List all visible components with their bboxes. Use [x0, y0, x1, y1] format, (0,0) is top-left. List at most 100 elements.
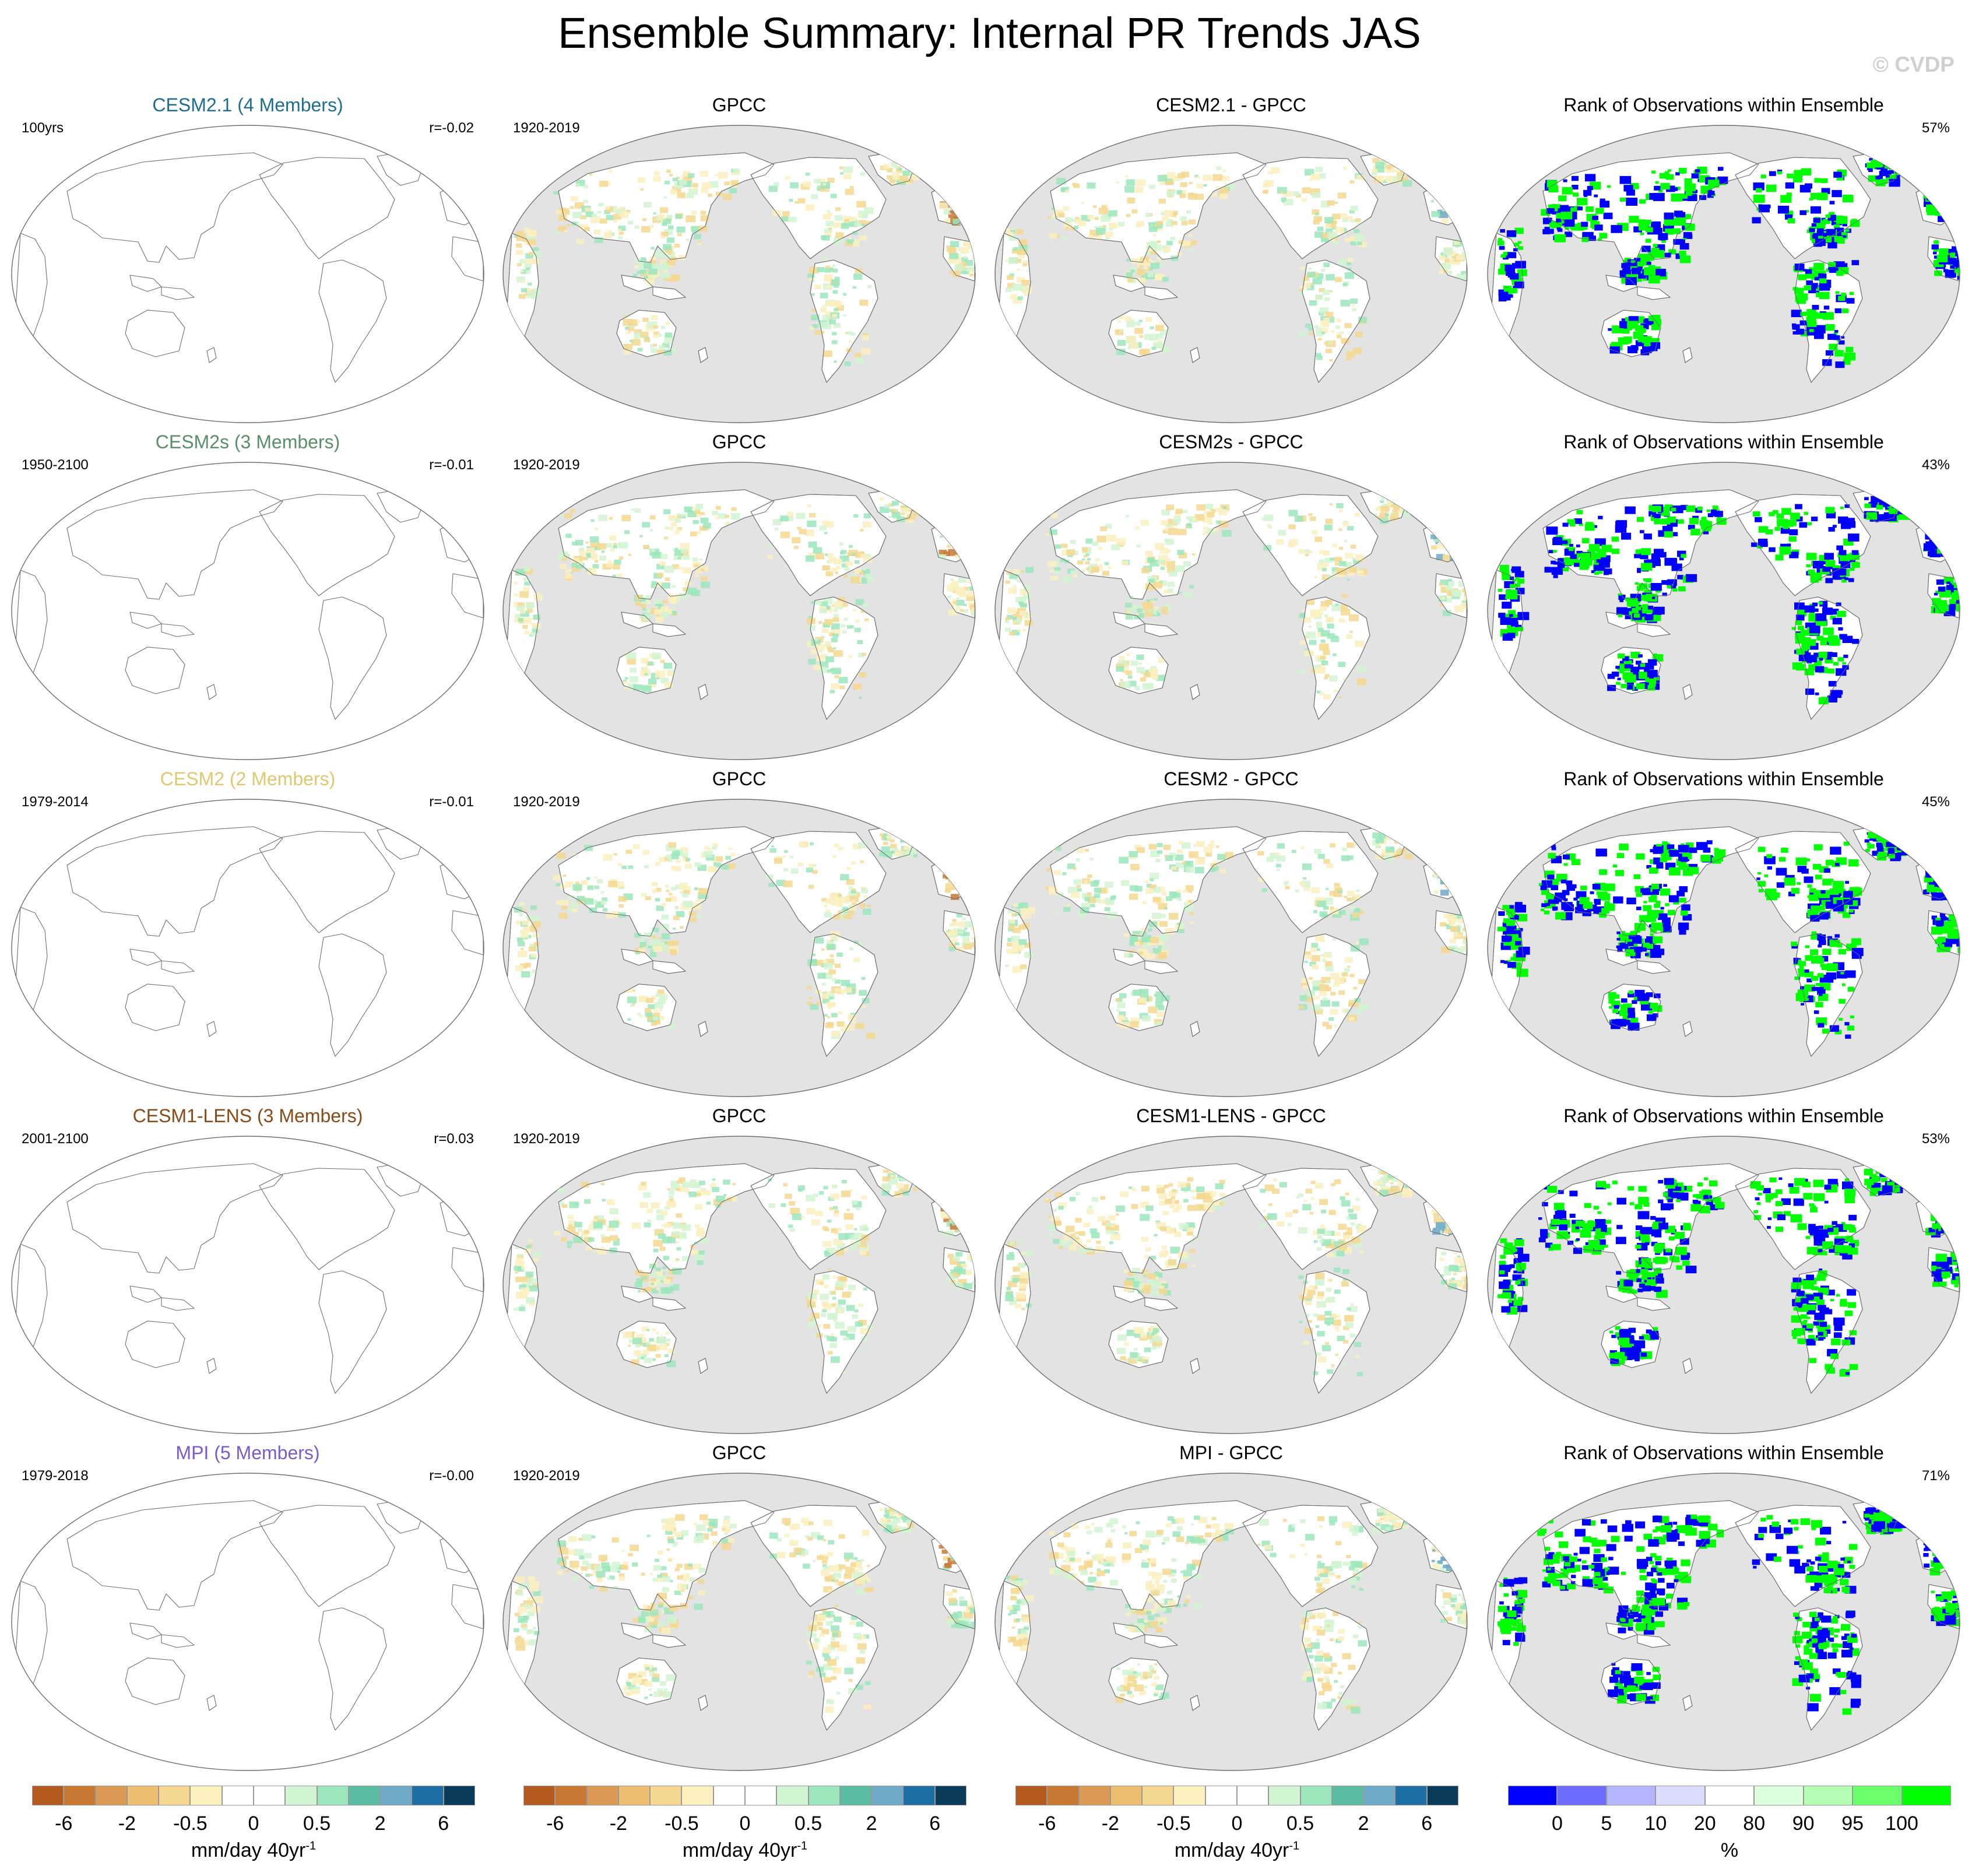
trend-cell: [683, 587, 689, 592]
rank-cell: [1648, 511, 1657, 517]
trend-cell: [1323, 997, 1328, 1001]
trend-cell: [833, 650, 843, 657]
trend-cell: [1346, 357, 1352, 361]
trend-cell: [1048, 216, 1051, 219]
trend-cell: [1106, 904, 1110, 907]
trend-cell: [1313, 216, 1322, 222]
trend-cell: [1196, 504, 1205, 511]
rank-cell: [1834, 236, 1843, 243]
trend-cell: [627, 220, 634, 225]
trend-cell: [651, 256, 657, 261]
rank-cell: [1785, 214, 1792, 220]
trend-cell: [665, 332, 673, 338]
coastline-overlay-samerica: [810, 933, 878, 1057]
coastline-overlay-nz: [1190, 1021, 1200, 1037]
trend-cell: [1336, 887, 1341, 891]
trend-cell: [810, 1004, 818, 1010]
trend-cell: [955, 606, 961, 610]
trend-cell: [1013, 927, 1021, 933]
trend-cell: [683, 181, 692, 187]
trend-cell: [1166, 191, 1175, 197]
rank-cell: [1828, 681, 1837, 687]
trend-cell: [571, 196, 578, 202]
trend-cell: [532, 921, 542, 928]
trend-cell: [953, 601, 957, 604]
rank-cell: [1611, 549, 1620, 554]
trend-cell: [520, 610, 530, 617]
trend-cell: [1312, 980, 1321, 987]
trend-cell: [660, 207, 669, 213]
trend-cell: [1127, 278, 1133, 282]
trend-cell: [1310, 669, 1316, 673]
rank-cell: [1581, 558, 1593, 566]
trend-cell: [715, 516, 720, 519]
trend-cell: [891, 511, 901, 518]
trend-cell: [1352, 308, 1356, 311]
trend-cell: [1071, 219, 1075, 222]
trend-cell: [1048, 561, 1056, 567]
trend-cell: [1439, 869, 1444, 873]
trend-cell: [691, 902, 702, 910]
trend-cell: [955, 942, 959, 946]
trend-cell: [672, 928, 676, 930]
rank-cell: [1641, 563, 1653, 571]
trend-cell: [1159, 329, 1168, 336]
trend-cell: [524, 581, 530, 586]
rank-cell: [1941, 527, 1948, 532]
trend-cell: [1306, 631, 1316, 638]
trend-cell: [1301, 978, 1309, 983]
rank-cell: [1643, 604, 1649, 609]
trend-cell: [1126, 608, 1134, 614]
rank-cell: [1574, 563, 1580, 567]
trend-cell: [1165, 539, 1174, 545]
rank-cell: [1658, 189, 1663, 193]
rank-cell: [1557, 228, 1563, 232]
trend-cell: [520, 930, 524, 933]
trend-cell: [637, 347, 643, 352]
rank-cell: [1514, 279, 1520, 282]
trend-cell: [527, 230, 537, 237]
rank-cell: [1886, 175, 1894, 181]
trend-cell: [1174, 868, 1178, 871]
trend-cell: [1188, 890, 1193, 893]
trend-cell: [565, 568, 572, 574]
rank-cell: [1679, 557, 1684, 561]
rank-cell: [1542, 229, 1551, 234]
trend-cell: [1099, 888, 1107, 894]
trend-cell: [1275, 863, 1281, 867]
rank-cell: [1942, 539, 1947, 542]
rank-cell: [1948, 191, 1954, 195]
rank-cell: [1581, 538, 1590, 543]
rank-cell: [1612, 865, 1618, 868]
trend-cell: [1140, 349, 1150, 356]
trend-cell: [1443, 867, 1451, 873]
rank-cell: [1503, 287, 1511, 292]
trend-cell: [1270, 853, 1276, 858]
trend-cell: [1085, 553, 1089, 557]
trend-cell: [525, 602, 535, 609]
trend-cell: [1454, 540, 1461, 546]
trend-cell: [1177, 252, 1182, 255]
rank-cell: [1650, 583, 1662, 591]
trend-cell: [669, 948, 677, 954]
trend-cell: [1449, 939, 1457, 943]
trend-cell: [1111, 544, 1120, 551]
trend-cell: [842, 915, 846, 918]
trend-cell: [1102, 571, 1109, 576]
trend-cell: [971, 927, 975, 931]
trend-cell: [1128, 680, 1137, 687]
trend-cell: [1340, 605, 1348, 610]
trend-cell: [663, 196, 667, 199]
trend-cell: [1263, 189, 1268, 194]
trend-cell: [1341, 338, 1349, 344]
trend-cell: [1325, 965, 1334, 972]
trend-cell: [1319, 559, 1324, 564]
trend-cell: [1082, 558, 1085, 561]
rank-cell: [1785, 182, 1794, 189]
trend-cell: [842, 907, 848, 911]
trend-cell: [943, 209, 951, 215]
trend-cell: [1440, 586, 1450, 593]
trend-cell: [1119, 656, 1125, 661]
trend-cell: [645, 608, 651, 612]
trend-cell: [1257, 851, 1264, 856]
